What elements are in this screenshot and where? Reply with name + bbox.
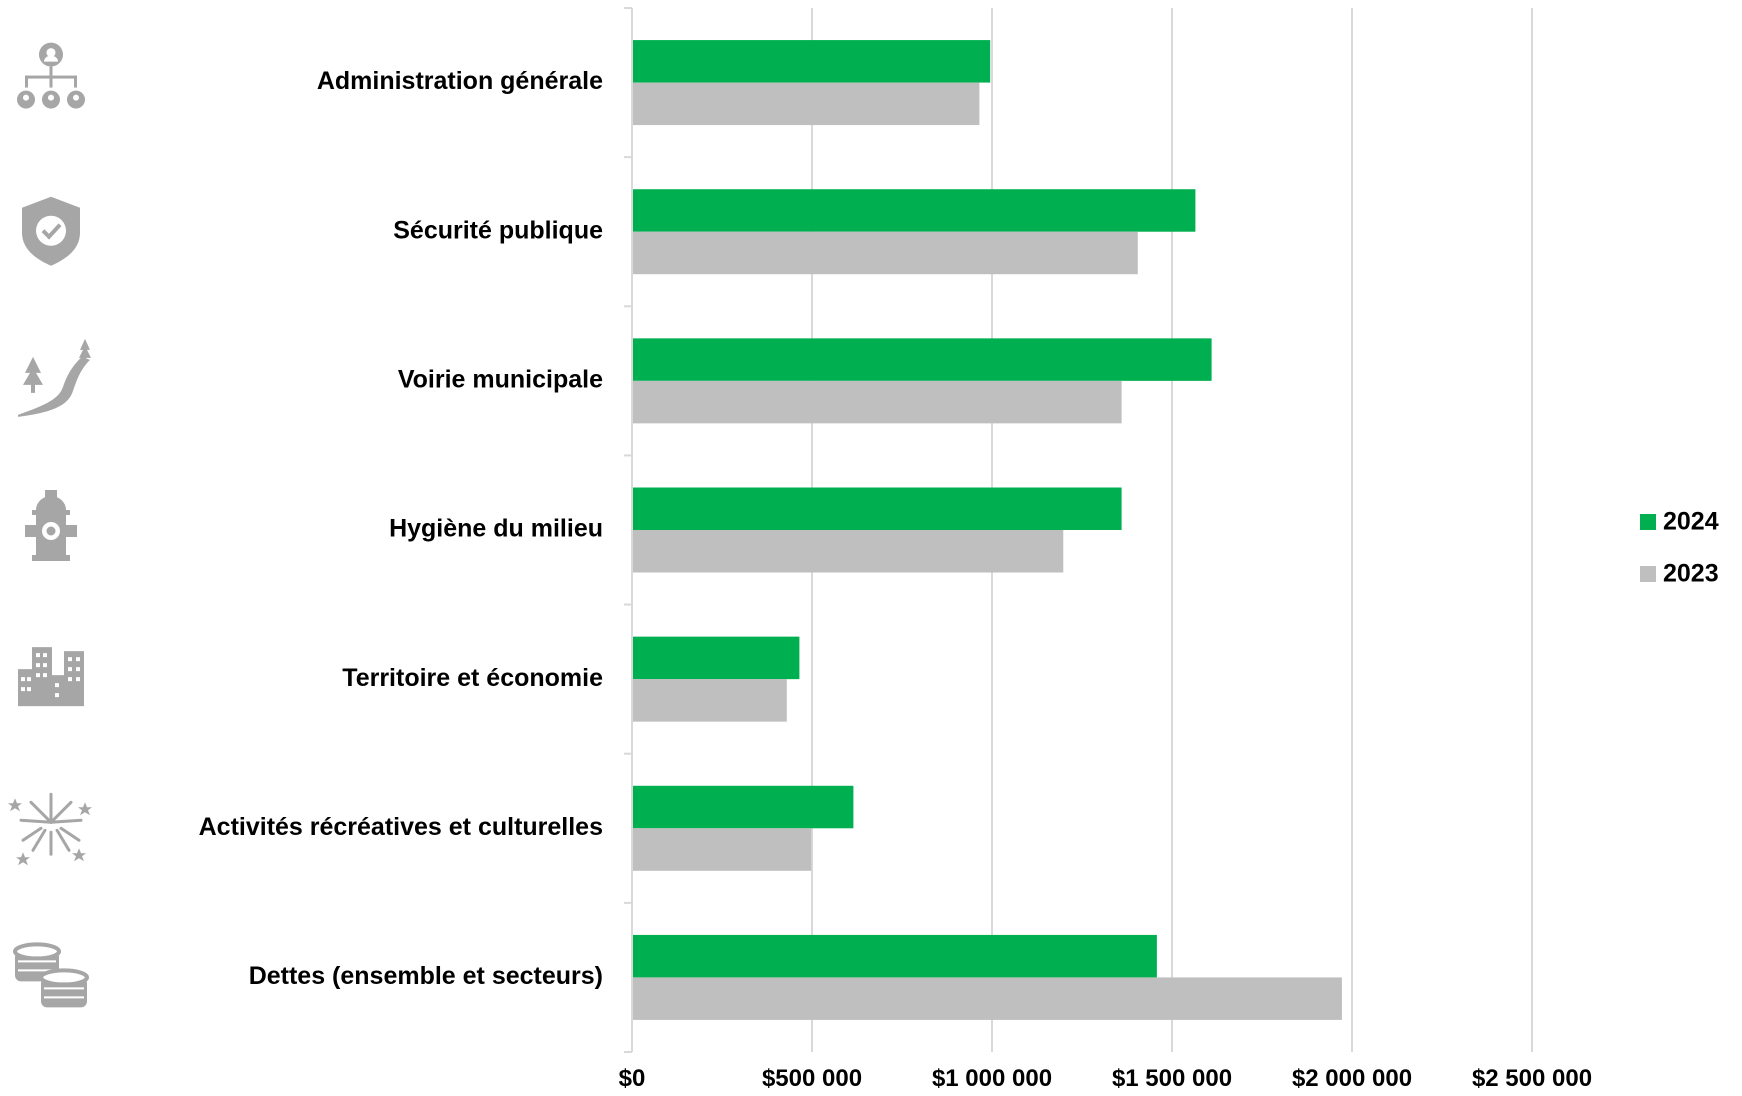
bar-2023 <box>632 231 1138 275</box>
road-trees-icon <box>18 338 91 417</box>
bar-2024 <box>632 338 1212 381</box>
x-tick-labels: $0 $500 000 $1 000 000 $1 500 000 $2 000 000… <box>619 1065 1592 1092</box>
bar-2024 <box>632 636 800 680</box>
city-buildings-icon <box>18 647 84 707</box>
bar-2024 <box>632 40 991 83</box>
bar-2024 <box>632 934 1157 978</box>
bar-2023 <box>632 530 1064 573</box>
bar-2023 <box>632 380 1122 424</box>
bar-2024 <box>632 487 1122 530</box>
bar-2023 <box>632 828 812 871</box>
shield-check-icon <box>22 196 80 266</box>
legend-swatch-2024 <box>1640 514 1656 530</box>
x-tick-label: $2 000 000 <box>1292 1065 1412 1092</box>
gridlines <box>811 8 1533 1052</box>
fireworks-icon <box>8 792 92 866</box>
bar-2024 <box>632 785 854 829</box>
category-axis <box>624 7 633 1053</box>
legend-label-2023: 2023 <box>1663 560 1719 588</box>
category-labels: Administration générale Sécurité publique… <box>199 67 603 990</box>
bar-2023 <box>632 977 1342 1020</box>
coin-stacks-icon <box>13 942 89 1008</box>
category-label: Administration générale <box>317 67 603 95</box>
category-icons <box>8 42 92 1008</box>
legend: 2024 2023 <box>1640 508 1719 588</box>
category-label: Dettes (ensemble et secteurs) <box>249 962 603 990</box>
bar-2023 <box>632 679 787 722</box>
category-label: Hygiène du milieu <box>389 515 603 543</box>
legend-label-2024: 2024 <box>1663 508 1719 536</box>
bars <box>632 40 1342 1020</box>
category-label: Territoire et économie <box>342 664 603 692</box>
x-tick-label: $1 000 000 <box>932 1065 1052 1092</box>
x-tick-label: $500 000 <box>762 1065 862 1092</box>
x-tick-label: $2 500 000 <box>1472 1065 1592 1092</box>
x-tick-label: $1 500 000 <box>1112 1065 1232 1092</box>
category-label: Sécurité publique <box>393 216 603 244</box>
category-label: Activités récréatives et culturelles <box>199 813 603 841</box>
bar-2023 <box>632 82 980 126</box>
category-label: Voirie municipale <box>398 365 603 393</box>
fire-hydrant-icon <box>25 490 77 561</box>
legend-swatch-2023 <box>1640 566 1656 582</box>
bar-2024 <box>632 189 1196 232</box>
x-tick-label: $0 <box>619 1065 646 1092</box>
org-chart-icon <box>17 42 85 109</box>
